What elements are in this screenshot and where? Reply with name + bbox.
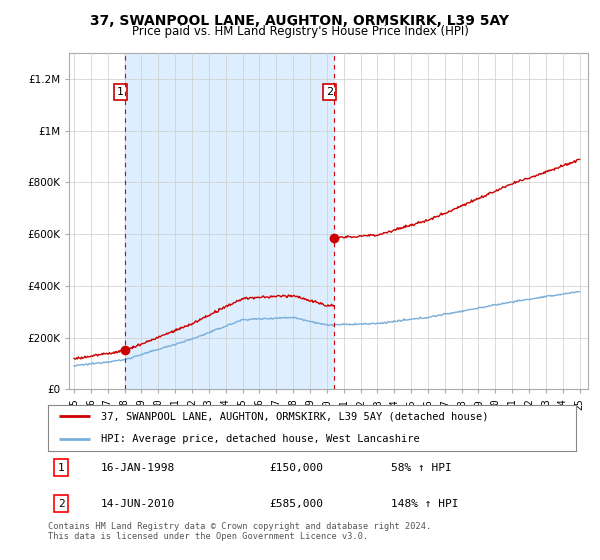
Text: Price paid vs. HM Land Registry's House Price Index (HPI): Price paid vs. HM Land Registry's House … <box>131 25 469 38</box>
Text: 37, SWANPOOL LANE, AUGHTON, ORMSKIRK, L39 5AY: 37, SWANPOOL LANE, AUGHTON, ORMSKIRK, L3… <box>91 14 509 28</box>
Text: £585,000: £585,000 <box>270 499 324 509</box>
Text: 1: 1 <box>58 463 65 473</box>
Text: 148% ↑ HPI: 148% ↑ HPI <box>391 499 459 509</box>
Text: 16-JAN-1998: 16-JAN-1998 <box>101 463 175 473</box>
Text: £150,000: £150,000 <box>270 463 324 473</box>
Text: 37, SWANPOOL LANE, AUGHTON, ORMSKIRK, L39 5AY (detached house): 37, SWANPOOL LANE, AUGHTON, ORMSKIRK, L3… <box>101 412 488 421</box>
Text: 2: 2 <box>326 87 333 97</box>
Bar <box>125 53 334 389</box>
Text: 58% ↑ HPI: 58% ↑ HPI <box>391 463 452 473</box>
Text: HPI: Average price, detached house, West Lancashire: HPI: Average price, detached house, West… <box>101 435 419 444</box>
Text: 14-JUN-2010: 14-JUN-2010 <box>101 499 175 509</box>
Text: 1: 1 <box>117 87 124 97</box>
Text: 2: 2 <box>58 499 65 509</box>
Text: Contains HM Land Registry data © Crown copyright and database right 2024.
This d: Contains HM Land Registry data © Crown c… <box>48 522 431 542</box>
